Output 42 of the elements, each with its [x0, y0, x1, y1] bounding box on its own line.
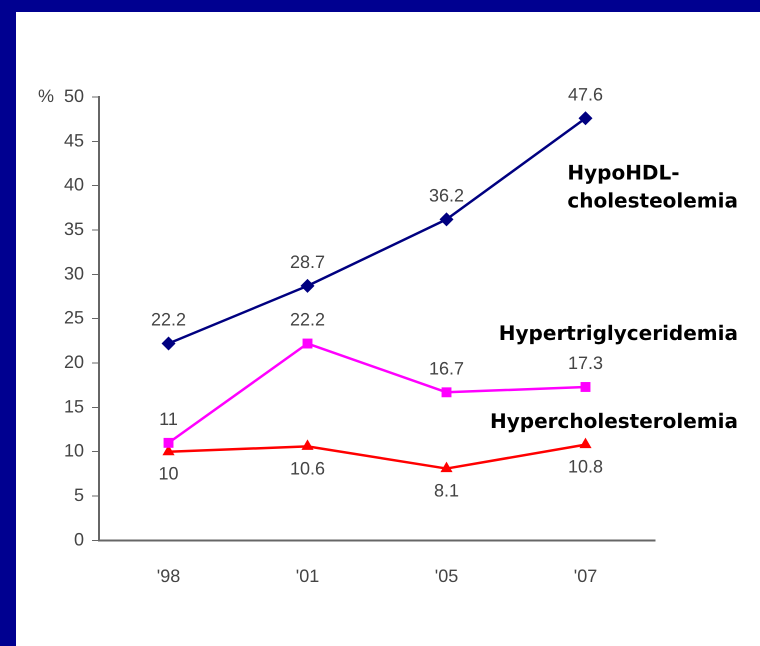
y-tick-label: 35 — [64, 218, 84, 239]
y-tick-label: 45 — [64, 130, 84, 150]
y-tick-label: 0 — [74, 529, 84, 550]
series-label: HypoHDL-cholesteolemia — [567, 160, 738, 212]
y-axis-title: % — [38, 86, 54, 106]
x-tick-label: '98 — [156, 566, 180, 586]
x-tick-label: '05 — [434, 566, 458, 586]
data-label: 17.3 — [568, 352, 604, 373]
data-label: 22.2 — [290, 310, 326, 330]
data-label: 11 — [159, 408, 178, 429]
text: Hypertriglyceridemia — [498, 321, 738, 346]
y-tick-label: 15 — [64, 396, 84, 416]
data-label: 22.2 — [150, 310, 186, 330]
point — [164, 438, 174, 448]
data-label: 16.7 — [428, 358, 464, 378]
point — [578, 111, 593, 126]
point — [442, 387, 452, 398]
data-label: 28.7 — [290, 252, 326, 272]
y-tick-label: 50 — [64, 86, 84, 106]
y-tick-label: 30 — [64, 263, 84, 284]
point — [440, 462, 453, 472]
data-label: 47.6 — [568, 84, 604, 104]
y-tick-label: 20 — [64, 352, 84, 372]
point — [580, 382, 590, 392]
y-tick-label: 25 — [64, 308, 84, 328]
x-tick-label: '07 — [574, 566, 598, 586]
data-label: 8.1 — [434, 480, 460, 501]
point — [302, 338, 312, 348]
point — [579, 438, 592, 448]
data-label: 10 — [158, 464, 179, 484]
point — [440, 212, 454, 226]
y-tick-label: 10 — [64, 440, 84, 461]
point — [300, 278, 315, 293]
data-label: 10.8 — [568, 456, 604, 477]
data-label: 36.2 — [428, 185, 464, 206]
series-label: Hypercholesterolemia — [490, 408, 738, 433]
y-tick-label: 40 — [64, 174, 84, 195]
point — [301, 439, 314, 450]
data-label: 10.6 — [290, 458, 326, 478]
y-tick-label: 5 — [74, 485, 84, 506]
x-tick-label: '01 — [296, 566, 320, 586]
point — [162, 336, 176, 351]
